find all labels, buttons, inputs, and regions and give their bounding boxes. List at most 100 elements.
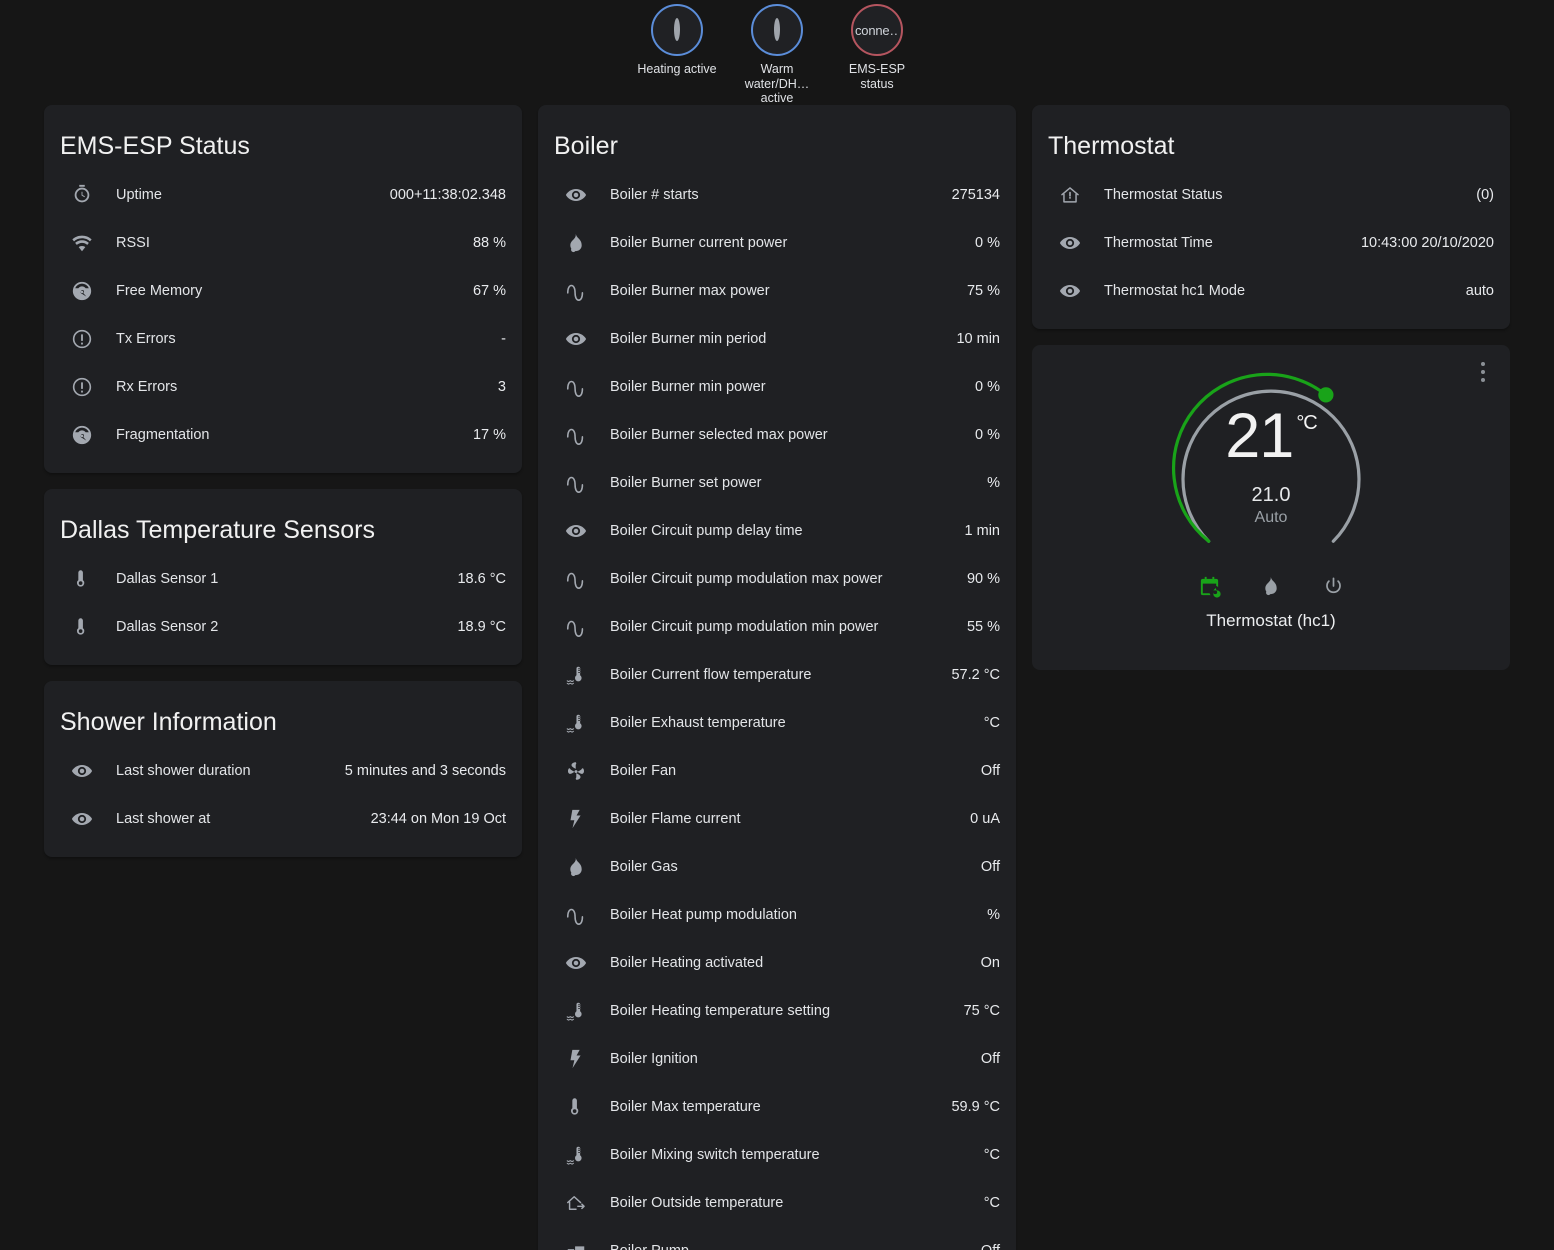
entity-value[interactable]: Off [971, 1243, 1000, 1250]
entity-row[interactable]: Boiler Heating temperature setting 75 °C [554, 987, 1000, 1035]
calendar-sync-icon[interactable] [1196, 573, 1222, 599]
badge-1[interactable]: Heating active [634, 4, 720, 77]
entity-value[interactable]: 1 min [964, 523, 1000, 539]
column-middle: Boiler Boiler # starts 275134 Boiler Burne… [538, 105, 1016, 1250]
badge-3[interactable]: conne… EMS-ESP status [834, 4, 920, 91]
entity-row[interactable]: Boiler Burner max power 75 % [554, 267, 1000, 315]
entity-name: Thermostat Time [1104, 235, 1213, 251]
dial-handle [1318, 387, 1334, 403]
temperature-dial[interactable]: 21 °C 21.0 Auto [1156, 359, 1386, 567]
entity-value[interactable]: 67 % [472, 283, 506, 299]
power-icon[interactable] [1320, 573, 1346, 599]
badge-circle[interactable]: conne… [851, 4, 903, 56]
entity-row[interactable]: Last shower at 23:44 on Mon 19 Oct [60, 795, 506, 843]
entity-value[interactable]: 0 uA [970, 811, 1000, 827]
entity-value[interactable]: 75 °C [963, 1003, 1000, 1019]
entity-value[interactable]: 18.9 °C [457, 619, 506, 635]
entity-value[interactable]: 17 % [472, 427, 506, 443]
entity-name: Last shower at [116, 811, 211, 827]
entity-row[interactable]: Boiler Current flow temperature 57.2 °C [554, 651, 1000, 699]
coolant-temp-icon [556, 1144, 596, 1166]
flame-icon [556, 856, 596, 878]
entity-value[interactable]: Off [980, 763, 1000, 779]
entity-row[interactable]: Boiler Circuit pump modulation min power… [554, 603, 1000, 651]
entity-row[interactable]: Boiler Circuit pump delay time 1 min [554, 507, 1000, 555]
entity-row[interactable]: RSSI 88 % [60, 219, 506, 267]
entity-row[interactable]: Thermostat Status (0) [1048, 171, 1494, 219]
badge-circle[interactable] [751, 4, 803, 56]
entity-row[interactable]: Boiler Burner min period 10 min [554, 315, 1000, 363]
entity-value[interactable]: % [987, 907, 1000, 923]
entity-name: Boiler Mixing switch temperature [610, 1147, 820, 1163]
entity-value[interactable]: % [987, 475, 1000, 491]
entity-row[interactable]: Uptime 000+11:38:02.348 [60, 171, 506, 219]
entity-row[interactable]: Free Memory 67 % [60, 267, 506, 315]
entity-row[interactable]: Boiler Circuit pump modulation max power… [554, 555, 1000, 603]
entity-row[interactable]: Dallas Sensor 2 18.9 °C [60, 603, 506, 651]
entity-row[interactable]: Boiler Burner selected max power 0 % [554, 411, 1000, 459]
badge-2[interactable]: Warm water/DH… active [734, 4, 820, 106]
entity-row[interactable]: Boiler Burner min power 0 % [554, 363, 1000, 411]
entity-value[interactable]: 10:43:00 20/10/2020 [1360, 235, 1494, 251]
entity-value[interactable]: 10 min [956, 331, 1000, 347]
entity-name: Tx Errors [116, 331, 176, 347]
entity-row[interactable]: Boiler Heat pump modulation% [554, 891, 1000, 939]
entity-row[interactable]: Fragmentation 17 % [60, 411, 506, 459]
entity-row[interactable]: Boiler PumpOff [554, 1227, 1000, 1250]
entity-value[interactable]: °C [983, 1147, 1000, 1163]
badge-label: Warm water/DH… active [744, 62, 810, 105]
entity-row[interactable]: Boiler Burner current power 0 % [554, 219, 1000, 267]
entity-row[interactable]: Boiler Ignition Off [554, 1035, 1000, 1083]
entity-row[interactable]: Boiler Heating activated On [554, 939, 1000, 987]
entity-value[interactable]: 55 % [966, 619, 1000, 635]
entity-value[interactable]: 90 % [966, 571, 1000, 587]
entity-row[interactable]: Thermostat hc1 Mode auto [1048, 267, 1494, 315]
entity-value[interactable]: 75 % [966, 283, 1000, 299]
entity-value[interactable]: (0) [1476, 187, 1494, 203]
dots-vertical-icon[interactable] [1472, 357, 1494, 387]
card-title: Shower Information [60, 708, 277, 736]
entity-value[interactable]: 275134 [951, 187, 1000, 203]
entity-name: Boiler Circuit pump modulation min power [610, 619, 879, 635]
entity-value[interactable]: °C [983, 1195, 1000, 1211]
entity-row[interactable]: Boiler Exhaust temperature °C [554, 699, 1000, 747]
entity-value[interactable]: 23:44 on Mon 19 Oct [370, 811, 506, 827]
entity-row[interactable]: Boiler Gas Off [554, 843, 1000, 891]
entity-row[interactable]: Tx Errors - [60, 315, 506, 363]
entity-value[interactable]: 3 [497, 379, 506, 395]
entity-value[interactable]: 0 % [975, 427, 1000, 443]
entity-row[interactable]: Boiler Flame current 0 uA [554, 795, 1000, 843]
entity-name: Boiler Circuit pump delay time [610, 523, 803, 539]
entity-row[interactable]: Boiler Outside temperature °C [554, 1179, 1000, 1227]
timer-icon [62, 184, 102, 206]
entity-row[interactable]: Rx Errors 3 [60, 363, 506, 411]
entity-value[interactable]: 000+11:38:02.348 [389, 187, 506, 203]
entity-name: Fragmentation [116, 427, 210, 443]
entity-value[interactable]: 18.6 °C [457, 571, 506, 587]
entity-row[interactable]: Boiler Burner set power% [554, 459, 1000, 507]
entity-value[interactable]: Off [980, 859, 1000, 875]
entity-value[interactable]: 0 % [975, 235, 1000, 251]
entity-value[interactable]: 0 % [975, 379, 1000, 395]
entity-value[interactable]: 88 % [472, 235, 506, 251]
badge-circle[interactable] [651, 4, 703, 56]
entity-row[interactable]: Thermostat Time 10:43:00 20/10/2020 [1048, 219, 1494, 267]
entity-row[interactable]: Last shower duration 5 minutes and 3 seco… [60, 747, 506, 795]
entity-row[interactable]: Boiler Mixing switch temperature °C [554, 1131, 1000, 1179]
entity-value[interactable]: 59.9 °C [951, 1099, 1000, 1115]
entity-row[interactable]: Boiler # starts 275134 [554, 171, 1000, 219]
entity-value[interactable]: - [501, 331, 506, 347]
entity-value[interactable]: Off [980, 1051, 1000, 1067]
entity-value[interactable]: 5 minutes and 3 seconds [344, 763, 506, 779]
card-shower-information: Shower Information Last shower duration 5… [44, 681, 522, 857]
flame-icon[interactable] [1258, 573, 1284, 599]
entity-value[interactable]: On [980, 955, 1000, 971]
entity-value[interactable]: 57.2 °C [951, 667, 1000, 683]
entity-row[interactable]: Dallas Sensor 1 18.6 °C [60, 555, 506, 603]
entity-value[interactable]: auto [1465, 283, 1494, 299]
card-thermostat: Thermostat Thermostat Status (0) Thermosta… [1032, 105, 1510, 329]
entity-row[interactable]: Boiler Max temperature 59.9 °C [554, 1083, 1000, 1131]
entity-row[interactable]: Boiler Fan Off [554, 747, 1000, 795]
entity-value[interactable]: °C [983, 715, 1000, 731]
